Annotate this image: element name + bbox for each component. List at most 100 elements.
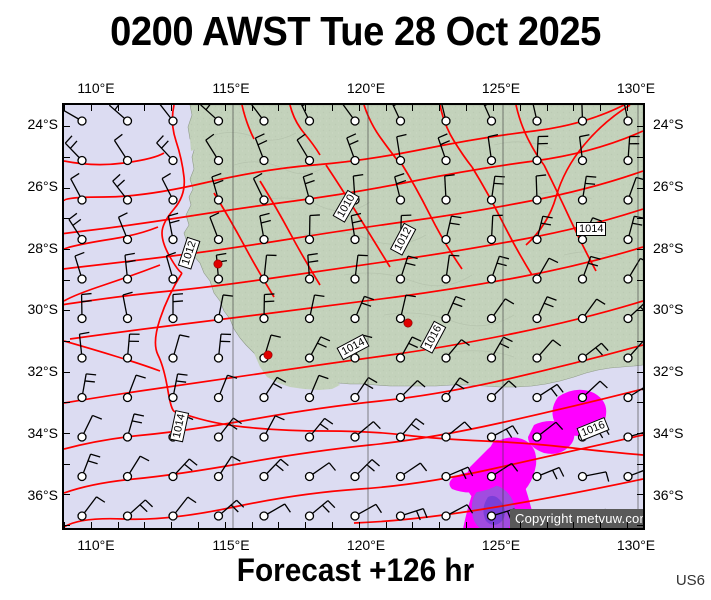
wind-barb — [161, 172, 178, 205]
lon-tick — [117, 105, 119, 111]
lon-tick — [573, 105, 575, 111]
lon-label-top-120e: 120°E — [346, 80, 386, 96]
australia-coastline — [183, 105, 643, 388]
isobar-label-1014-east: 1014 — [576, 222, 607, 236]
wind-barb — [168, 334, 190, 363]
lat-label-right-24s: 24°S — [653, 116, 684, 132]
lon-tick — [251, 105, 253, 111]
wind-barb — [165, 251, 178, 284]
wind-barb — [395, 507, 428, 521]
lat-label-right-26s: 26°S — [653, 178, 684, 194]
wind-barb — [302, 172, 315, 205]
wind-barb — [532, 215, 553, 245]
wind-barb — [486, 214, 503, 245]
lon-label-top-130e: 130°E — [616, 80, 656, 96]
lon-label-top-115e: 115°E — [212, 80, 250, 96]
lat-tick — [637, 310, 643, 312]
lon-tick — [117, 522, 119, 528]
wind-barb — [168, 373, 188, 403]
lat-tick — [64, 341, 70, 343]
lon-tick — [626, 522, 628, 528]
wind-barb — [259, 415, 285, 442]
lat-label-right-28s: 28°S — [653, 240, 684, 256]
wind-barb — [350, 377, 378, 403]
wind-barb — [577, 175, 597, 205]
wind-barb — [577, 471, 610, 482]
wind-barb — [486, 255, 510, 284]
wind-barb — [395, 418, 425, 442]
wind-barb — [168, 293, 184, 324]
wind-barb — [122, 333, 140, 363]
lat-label-left-34s: 34°S — [27, 425, 58, 441]
lat-label-left-28s: 28°S — [27, 240, 58, 256]
lon-tick — [466, 105, 468, 111]
wind-barb — [168, 496, 197, 521]
city-marker-perth — [263, 350, 273, 360]
wind-barb — [346, 133, 360, 166]
wind-barb — [623, 105, 633, 126]
city-marker-kalgoorlie — [403, 318, 413, 328]
lat-tick — [64, 157, 70, 159]
wind-barb — [623, 340, 643, 363]
lat-tick — [637, 126, 643, 128]
wind-barb — [623, 176, 643, 205]
lat-tick — [64, 432, 70, 434]
wind-barb — [350, 212, 363, 245]
lon-label-bottom-130e: 130°E — [616, 537, 656, 553]
wind-barb — [259, 293, 275, 324]
forecast-map[interactable]: 1012 1010 1012 1014 1014 1016 1014 1016 … — [62, 103, 645, 530]
wind-barb — [483, 105, 497, 126]
wind-barb — [304, 214, 320, 245]
wind-barb — [122, 374, 146, 403]
wind-barb — [577, 342, 609, 363]
lon-tick — [492, 522, 494, 528]
lon-tick — [600, 105, 602, 111]
wind-barb — [623, 387, 643, 403]
wind-barb — [205, 133, 224, 166]
wind-barb — [304, 500, 336, 521]
wind-barb — [77, 331, 90, 363]
wind-barb — [577, 134, 590, 166]
wind-barb — [64, 135, 87, 166]
wind-barb — [532, 174, 547, 205]
lat-tick — [637, 524, 643, 526]
wind-barb — [304, 252, 319, 284]
lon-tick — [305, 105, 307, 111]
wind-barb — [64, 109, 87, 126]
lon-tick — [466, 522, 468, 528]
wind-barb — [577, 380, 608, 403]
wind-barb — [167, 212, 180, 245]
lat-tick — [64, 218, 70, 220]
wind-barb — [213, 374, 238, 403]
wind-barb — [213, 499, 245, 521]
wind-barb — [122, 252, 136, 284]
lat-tick — [637, 341, 643, 343]
lat-tick — [64, 279, 70, 281]
wind-barb — [304, 417, 334, 442]
wind-barb — [159, 105, 178, 126]
lon-tick — [90, 105, 92, 111]
lon-tick — [412, 522, 414, 528]
wind-barb — [300, 105, 315, 126]
wind-barb — [304, 294, 325, 324]
lat-tick — [637, 494, 643, 496]
wind-barb — [122, 291, 133, 324]
lon-tick — [144, 105, 146, 111]
wind-barb — [532, 421, 564, 442]
lon-tick — [546, 105, 548, 111]
copyright-label: Copyright metvuw.com — [510, 509, 643, 528]
wind-barb — [392, 105, 406, 126]
lat-tick — [64, 524, 70, 526]
lat-tick — [637, 249, 643, 251]
wind-barb — [112, 173, 133, 205]
lat-tick — [637, 371, 643, 373]
lon-tick — [198, 522, 200, 528]
wind-barb — [395, 462, 428, 482]
wind-barb — [342, 105, 360, 126]
wind-barb — [395, 294, 416, 324]
lon-tick — [251, 522, 253, 528]
meridian-lines — [232, 105, 639, 528]
lat-tick — [637, 218, 643, 220]
lon-tick — [278, 522, 280, 528]
